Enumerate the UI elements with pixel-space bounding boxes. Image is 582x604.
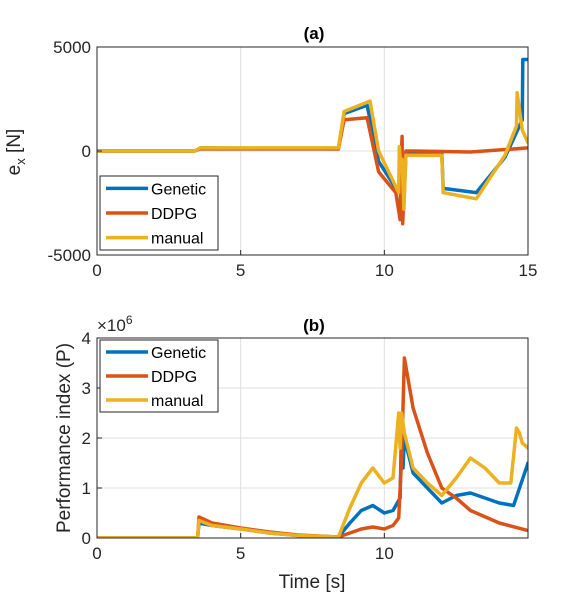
x-tick-label: 5 (236, 544, 245, 563)
y-tick-label: 5000 (53, 38, 91, 57)
legend-label-manual: manual (151, 231, 203, 248)
x-tick-label: 15 (519, 261, 538, 280)
y-tick-label: 4 (82, 329, 91, 348)
y-tick-label: 1 (82, 479, 91, 498)
legend-label-genetic: Genetic (151, 345, 206, 362)
y-tick-label: 3 (82, 379, 91, 398)
x-tick-label: 0 (92, 544, 101, 563)
legend: Genetic DDPG manual (99, 175, 219, 251)
y-tick-label: 0 (82, 142, 91, 161)
legend-label-manual: manual (151, 393, 203, 410)
y-axis-label: Performance index (P) (54, 343, 75, 533)
series-lines (97, 57, 528, 226)
chart-panel-b: (b) 0 5 10 0 1 2 3 4 ×106 Performance index (P)… (54, 313, 529, 593)
x-tick-label: 0 (92, 261, 101, 280)
legend-label-ddpg: DDPG (151, 369, 197, 386)
series-line-manual (97, 91, 528, 211)
legend-label-ddpg: DDPG (151, 206, 197, 223)
y-tick-label: -5000 (48, 246, 91, 265)
y-tick-label: 2 (82, 429, 91, 448)
x-tick-label: 10 (375, 261, 394, 280)
y-axis-exponent: ×106 (97, 313, 133, 335)
series-lines (97, 356, 528, 538)
y-tick-label: 0 (82, 529, 91, 548)
series-line-manual (97, 411, 528, 538)
x-tick-label: 5 (236, 261, 245, 280)
legend-label-genetic: Genetic (151, 181, 206, 198)
x-tick-label: 10 (375, 544, 394, 563)
legend: Genetic DDPG manual (99, 339, 219, 413)
chart-title: (a) (304, 24, 325, 43)
chart-title: (b) (303, 316, 325, 335)
y-axis-label: ex [N] (4, 129, 28, 176)
axis-ticks: 0 5 10 0 1 2 3 4 (82, 329, 394, 563)
x-axis-label: Time [s] (279, 572, 346, 593)
